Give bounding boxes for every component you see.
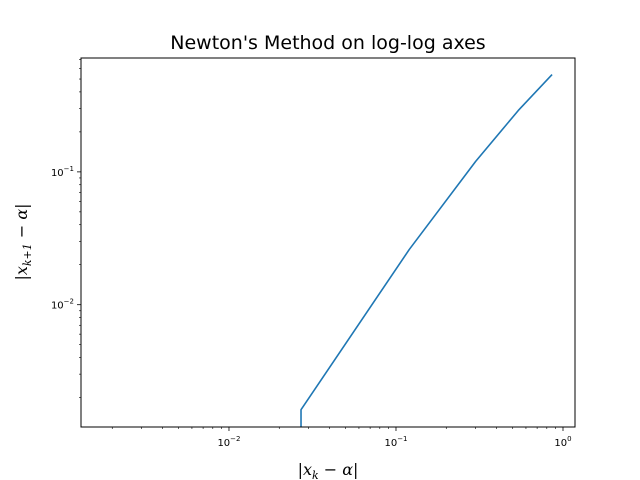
y-axis-label: |xk+1 − α| — [12, 203, 34, 280]
x-tick-label: 10−2 — [217, 435, 240, 449]
x-axis-label: |xk − α| — [298, 460, 359, 480]
major-ticks: 10−2 10−1 100 10−2 10−1 — [51, 165, 572, 449]
series-line-1 — [300, 74, 553, 427]
plot-frame — [80, 57, 576, 428]
x-tick-label: 10−1 — [384, 435, 407, 449]
series-layer — [300, 74, 553, 427]
plot-area — [81, 58, 575, 427]
y-tick-label: 10−2 — [51, 298, 74, 312]
y-tick-label: 10−1 — [51, 165, 74, 179]
chart-title: Newton's Method on log-log axes — [170, 32, 485, 54]
x-tick-label: 100 — [554, 435, 571, 449]
